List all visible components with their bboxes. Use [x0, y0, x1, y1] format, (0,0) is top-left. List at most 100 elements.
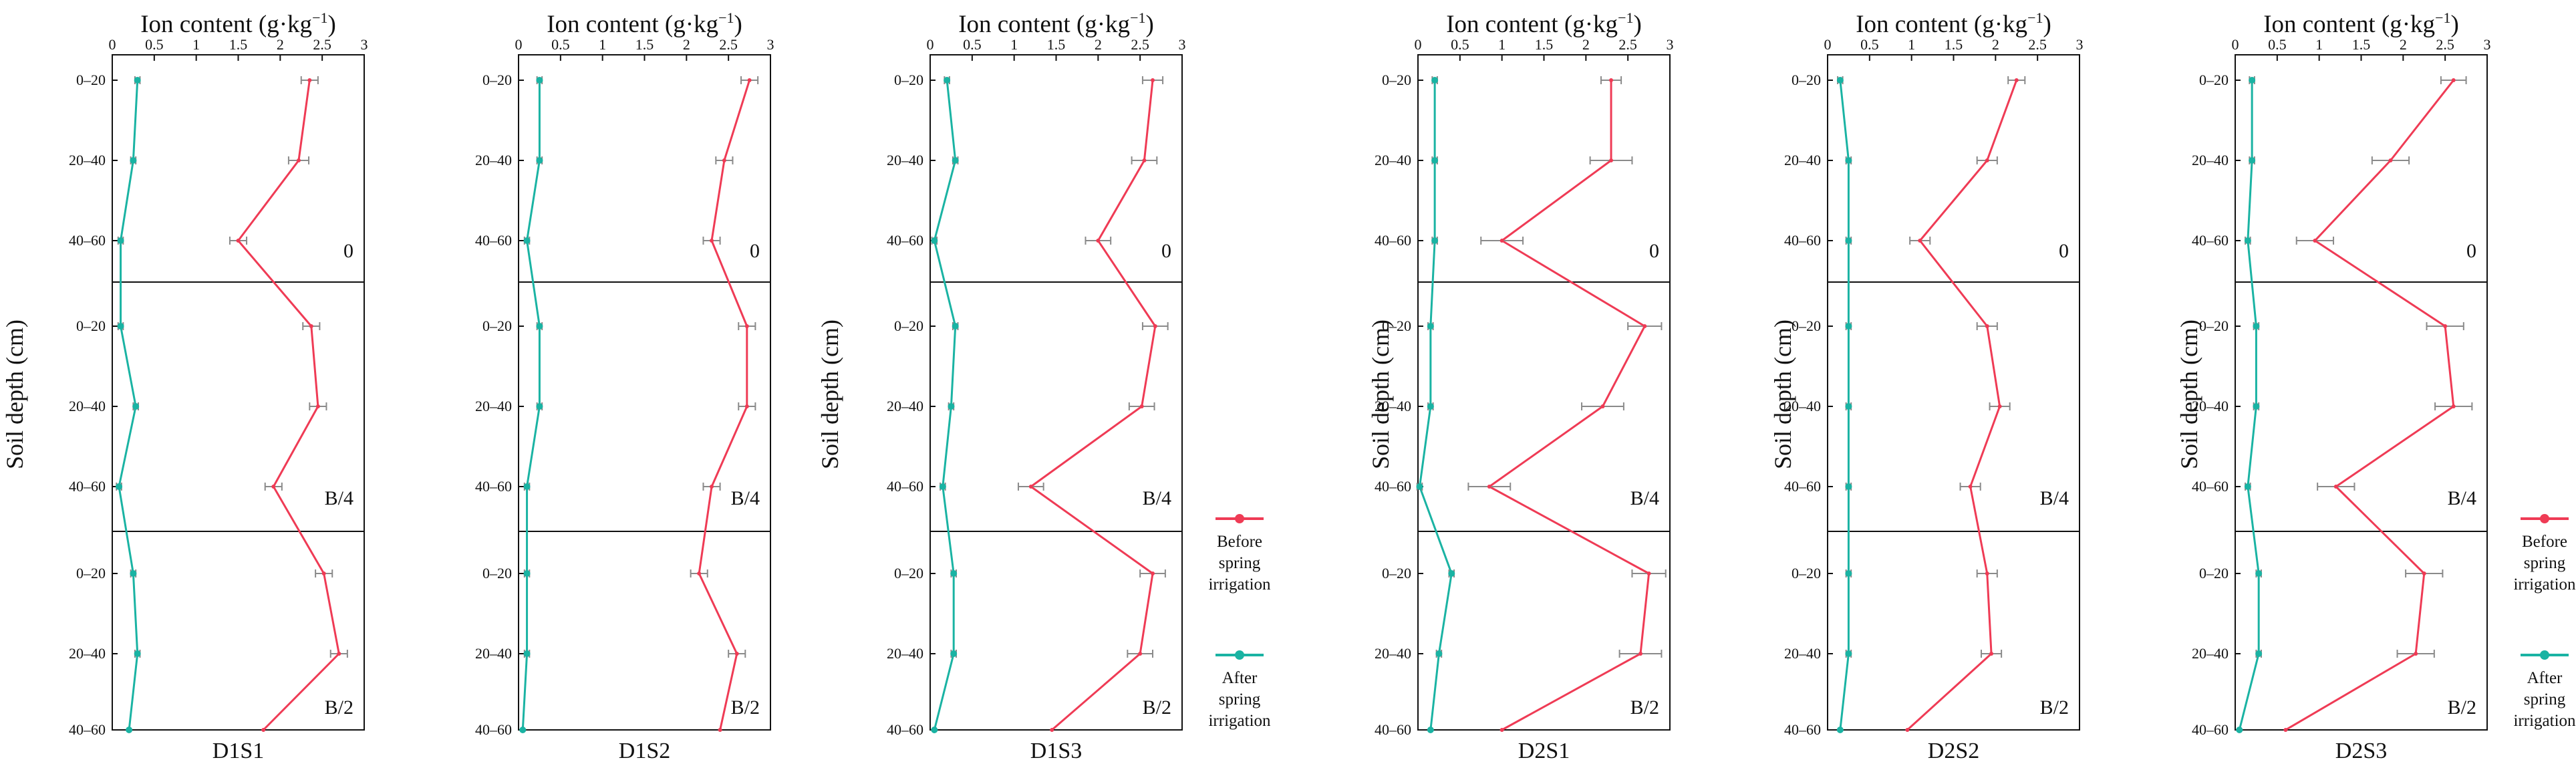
panel-name: D2S1	[1518, 739, 1570, 763]
after-point	[1845, 570, 1852, 577]
after-point	[2255, 650, 2263, 657]
before-series-line	[1488, 80, 1651, 731]
before-point	[747, 78, 752, 82]
block-label: 0	[1161, 240, 1171, 262]
after-point	[130, 157, 137, 164]
x-tick-label: 0	[515, 36, 523, 53]
block-label: 0	[2059, 240, 2069, 262]
block-label: 0	[343, 240, 353, 262]
x-tick-label: 1	[599, 36, 606, 53]
x-tick-label: 1.5	[1535, 36, 1554, 53]
before-point	[1609, 78, 1614, 82]
depth-label: 20–40	[475, 152, 512, 168]
depth-label: 0–20	[2199, 565, 2229, 582]
x-axis-title-text: Ion content (g·kg	[547, 11, 718, 38]
y-axis-title: Soil depth (cm)	[1, 319, 28, 469]
after-point	[2249, 77, 2256, 84]
block-label: B/2	[1630, 696, 1659, 719]
x-axis-title: Ion content (g·kg−1)	[1856, 9, 2051, 38]
legend-before-label: Before	[1217, 533, 1262, 551]
x-axis-title-exponent: −1	[312, 9, 327, 26]
after-point	[939, 483, 946, 490]
depth-label: 40–60	[1784, 478, 1821, 495]
x-tick-label: 2.5	[1618, 36, 1637, 53]
x-tick-label: 2.5	[719, 36, 738, 53]
x-axis-title-text: Ion content (g·kg	[1446, 11, 1618, 38]
before-point	[1638, 652, 1643, 656]
after-point	[944, 77, 951, 84]
depth-label: 40–60	[2192, 478, 2229, 495]
depth-label: 40–60	[1375, 478, 1411, 495]
panels-layer: Ion content (g·kg−1)0 0.5 1 1.5 2 2.5 30–2020–…	[1, 9, 2491, 763]
before-point	[2388, 158, 2393, 162]
panel-frame	[1417, 54, 1671, 731]
depth-label: 40–60	[475, 721, 512, 738]
panel-frame	[1827, 54, 2080, 731]
legend-group: Before spring irrigation After spring irrigat…	[2513, 514, 2576, 730]
before-point	[261, 728, 266, 732]
x-axis-title-exponent: −1	[2435, 9, 2450, 26]
depth-label: 40–60	[887, 721, 923, 738]
before-point	[2422, 571, 2426, 575]
x-tick-label: 1	[1498, 36, 1506, 53]
depth-label: 40–60	[69, 478, 106, 495]
legend: Before spring irrigation After spring irrigat…	[1208, 514, 2576, 730]
block-label: 0	[750, 240, 760, 262]
before-point	[1142, 158, 1147, 162]
depth-label: 0–20	[76, 317, 106, 334]
x-tick-label: 0.5	[1451, 36, 1469, 53]
after-point	[1431, 77, 1439, 84]
panel-d2s3: Ion content (g·kg−1) 0 0.5 1 1.5 2 2.5 3 0–20 20–…	[2192, 9, 2491, 763]
block-label: 0	[2466, 240, 2476, 262]
before-point	[1096, 239, 1101, 243]
x-axis-title-exponent: −1	[2027, 9, 2043, 26]
depth-label: 40–60	[2192, 232, 2229, 249]
before-point	[1028, 485, 1033, 489]
depth-label: 0–20	[1792, 565, 1821, 582]
panel-frame	[2235, 54, 2488, 731]
after-point	[1431, 157, 1439, 164]
before-point	[2451, 404, 2456, 408]
panel-d2s2: Ion content (g·kg−1) 0 0.5 1 1.5 2 2.5 3 0–20 20–…	[1784, 9, 2084, 763]
before-point	[2014, 78, 2019, 82]
depth-label: 20–40	[2192, 645, 2229, 662]
before-point	[1968, 485, 1973, 489]
after-point	[132, 403, 140, 410]
x-tick-label: 2.5	[313, 36, 331, 53]
panel-name: D2S3	[2335, 739, 2387, 763]
after-point	[1448, 570, 1455, 577]
before-point	[1499, 239, 1504, 243]
depth-label: 0–20	[1382, 72, 1411, 88]
after-point	[117, 237, 124, 244]
after-point	[2236, 727, 2243, 733]
block-label: B/4	[325, 487, 353, 509]
before-point	[315, 404, 320, 408]
x-axis-title-exponent: −1	[718, 9, 734, 26]
after-point	[2253, 403, 2260, 410]
depth-label: 20–40	[69, 152, 106, 168]
after-series-line	[1419, 80, 1453, 731]
after-point	[1845, 483, 1852, 490]
depth-label: 20–40	[1375, 645, 1411, 662]
before-point	[1609, 158, 1614, 162]
depth-label: 40–60	[69, 721, 106, 738]
after-point	[1845, 323, 1852, 330]
depth-label: 20–40	[1784, 152, 1821, 168]
before-point	[2283, 728, 2288, 732]
after-point	[950, 650, 958, 657]
depth-label: 20–40	[1784, 398, 1821, 414]
after-point	[536, 403, 543, 410]
after-point	[1431, 237, 1439, 244]
before-point	[744, 324, 749, 328]
depth-label: 20–40	[2192, 398, 2229, 414]
after-point	[2249, 157, 2256, 164]
depth-label: 40–60	[69, 232, 106, 249]
y-axis-title: Soil depth (cm)	[1769, 319, 1796, 469]
before-point	[1985, 324, 1989, 328]
before-point	[1153, 324, 1157, 328]
x-tick-label: 0	[1415, 36, 1422, 53]
depth-label: 40–60	[1784, 232, 1821, 249]
after-point	[1845, 157, 1852, 164]
legend-group: Before spring irrigation After spring irrigat…	[1208, 514, 1271, 730]
x-tick-label: 2	[277, 36, 284, 53]
